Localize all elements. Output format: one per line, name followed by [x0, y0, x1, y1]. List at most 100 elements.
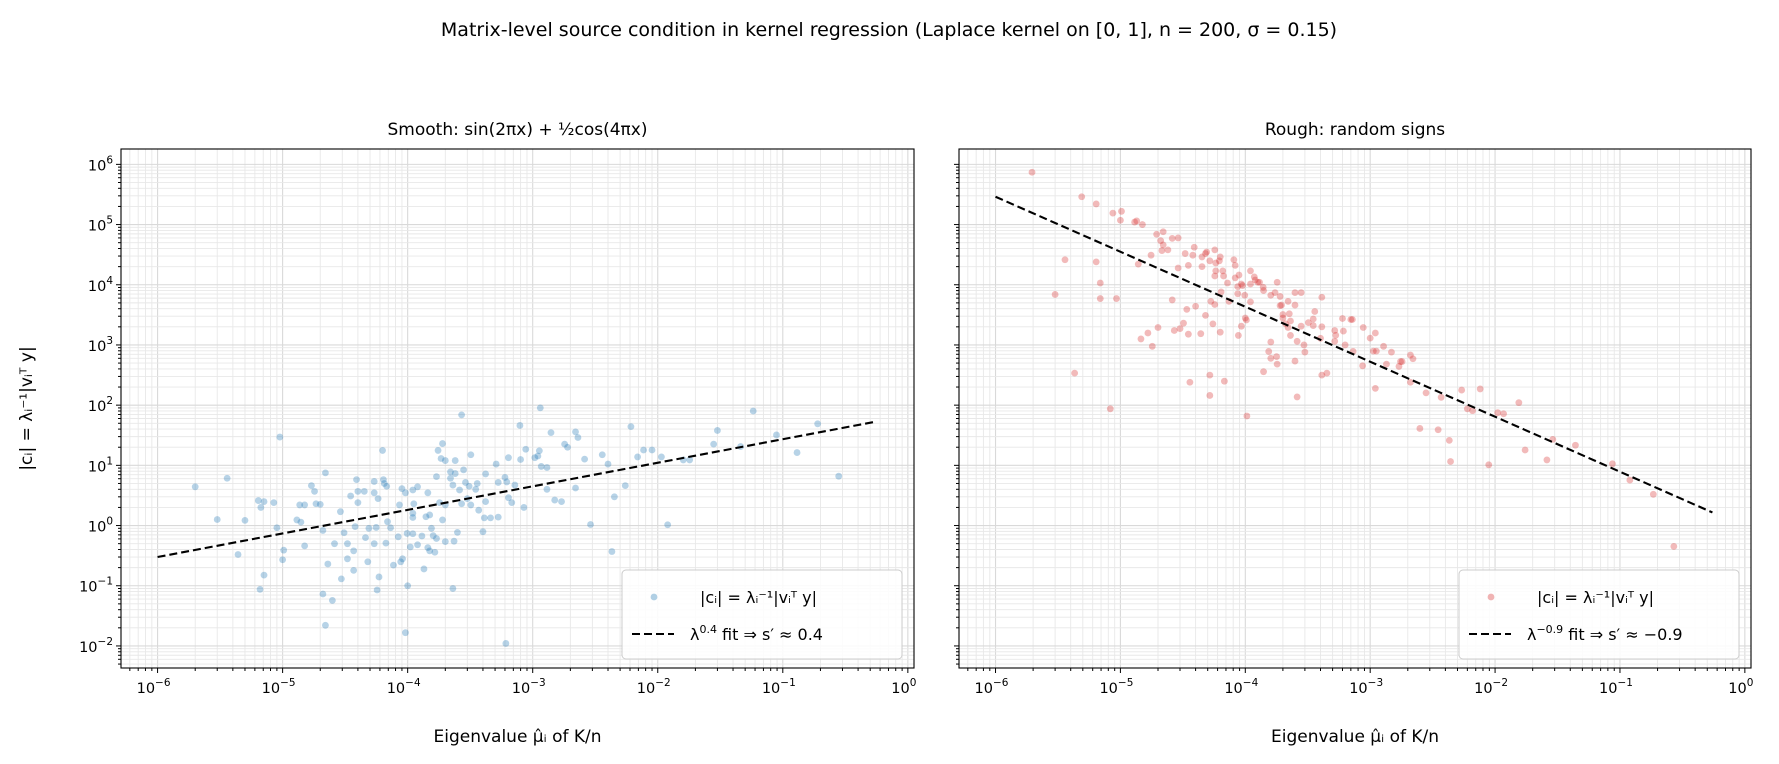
data-point	[1276, 293, 1284, 300]
data-point	[658, 453, 665, 461]
data-point	[1184, 261, 1192, 269]
data-point	[773, 431, 780, 439]
x-tick-label: 10−6	[137, 677, 171, 697]
data-point	[373, 586, 381, 594]
data-point	[1231, 274, 1239, 282]
axes-frame	[958, 148, 1752, 669]
data-point	[449, 585, 457, 592]
data-point	[1092, 258, 1100, 266]
data-point	[1369, 347, 1377, 355]
data-point	[344, 555, 351, 563]
data-point	[531, 454, 539, 462]
data-point	[1203, 248, 1211, 256]
data-point	[234, 551, 242, 558]
panel-rough: 10−6 10−5 10−4 10−3 10−2 10−1 100 Rough: random…	[954, 120, 1753, 747]
data-point	[450, 537, 458, 545]
data-point	[551, 496, 559, 504]
data-point	[354, 499, 362, 507]
data-point	[467, 451, 475, 459]
data-point	[534, 452, 542, 460]
grid	[121, 149, 914, 668]
data-point	[1293, 393, 1301, 401]
data-point	[487, 514, 494, 522]
data-point	[1318, 293, 1326, 301]
data-point	[260, 498, 268, 505]
data-point	[1278, 301, 1285, 309]
x-tick-label: 10−4	[1224, 677, 1258, 697]
data-point	[434, 447, 442, 454]
data-point	[360, 487, 368, 495]
data-point	[1434, 426, 1442, 434]
data-point	[640, 446, 647, 454]
data-point	[1106, 405, 1114, 413]
data-point	[1284, 297, 1292, 305]
x-tick-label: 10−5	[1099, 677, 1133, 697]
legend-label-points: |cᵢ| = λᵢ⁻¹|vᵢᵀ y|	[700, 588, 817, 607]
data-point	[520, 504, 528, 511]
data-point	[1159, 228, 1167, 236]
data-point	[213, 516, 221, 523]
data-point	[1206, 371, 1214, 379]
data-point	[293, 516, 301, 524]
data-point	[1416, 425, 1424, 432]
data-point	[396, 501, 403, 509]
data-point	[1609, 460, 1616, 468]
data-point	[460, 466, 467, 474]
data-point	[587, 521, 594, 528]
data-point	[1134, 260, 1142, 268]
data-point	[1028, 168, 1036, 176]
data-point	[482, 498, 489, 505]
data-point	[301, 542, 309, 550]
data-point	[1170, 327, 1178, 334]
data-point	[494, 479, 502, 486]
legend: |cᵢ| = λᵢ⁻¹|vᵢᵀ y| λ−0.9 fit ⇒ s′ ≈ −0.9	[1458, 569, 1740, 660]
data-point	[627, 423, 635, 431]
data-point	[1117, 216, 1124, 224]
data-point	[319, 527, 327, 534]
data-point	[835, 472, 843, 480]
data-point	[1096, 279, 1104, 287]
data-point	[714, 427, 721, 434]
data-point	[1359, 324, 1367, 331]
data-point	[1291, 289, 1299, 297]
data-point	[1217, 288, 1225, 296]
data-point	[451, 470, 459, 477]
data-point	[426, 511, 434, 519]
data-point	[296, 501, 304, 509]
data-point	[1241, 291, 1249, 299]
data-point	[429, 532, 437, 540]
data-point	[1197, 330, 1205, 338]
data-point	[223, 474, 231, 482]
data-point	[1371, 384, 1379, 392]
data-point	[1276, 302, 1284, 310]
subplot-title: Smooth: sin(2πx) + ½cos(4πx)	[388, 120, 648, 140]
data-point	[1215, 257, 1223, 265]
data-point	[581, 455, 588, 463]
data-point	[1273, 278, 1281, 286]
data-point	[1407, 378, 1414, 386]
data-point	[1198, 263, 1206, 271]
data-point	[1209, 320, 1217, 328]
data-point	[1230, 256, 1238, 264]
data-point	[1202, 311, 1209, 319]
legend-box	[621, 569, 903, 660]
data-point	[814, 420, 822, 428]
data-point	[420, 565, 428, 573]
data-point	[1071, 369, 1079, 377]
data-point	[1572, 441, 1579, 449]
data-point	[375, 573, 383, 581]
x-axis-label: Eigenvalue μ̂ᵢ of K/n	[1271, 727, 1439, 747]
data-point	[456, 486, 463, 494]
data-point	[1224, 279, 1231, 287]
data-point	[686, 456, 694, 464]
data-point	[465, 482, 473, 490]
data-point	[414, 483, 421, 491]
data-point	[382, 539, 390, 547]
data-point	[1234, 332, 1242, 339]
data-point	[1287, 332, 1294, 339]
data-point	[372, 524, 380, 531]
x-tick-label: 10−3	[1349, 677, 1383, 697]
data-point	[280, 546, 288, 554]
data-point	[1247, 267, 1254, 275]
